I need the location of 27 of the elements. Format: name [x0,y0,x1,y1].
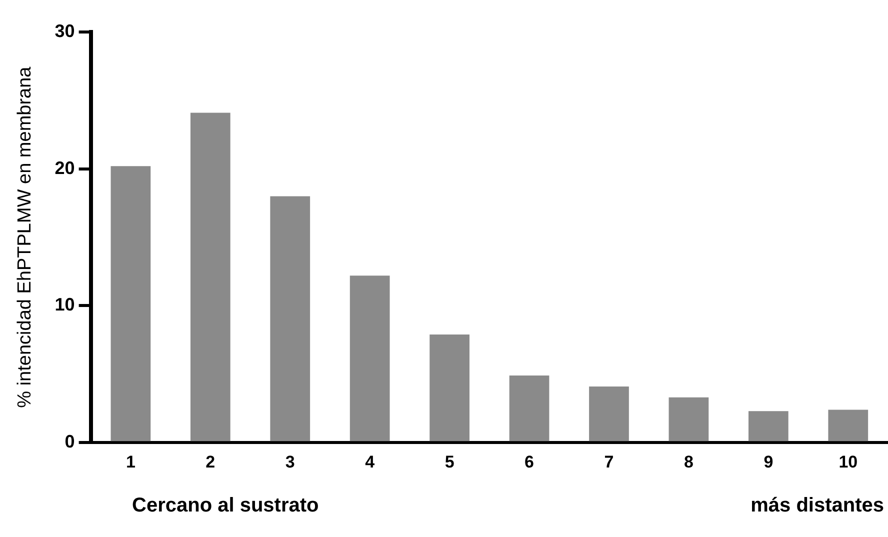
x-tick-label: 9 [764,452,774,472]
text: más distantes [750,494,884,517]
y-axis-title: % intencidad EhPTPLMW en membrana [14,66,36,408]
text: Cercano al sustrato [132,494,319,517]
bar [190,112,230,442]
bar [589,386,629,442]
x-tick-label: 1 [126,452,136,472]
y-tick-label: 30 [54,20,75,41]
x-tick-label: 10 [838,452,858,472]
x-tick-label: 3 [285,452,295,472]
bar [270,196,310,442]
bar [509,376,550,442]
bar [748,411,788,442]
x-tick-label: 5 [444,452,454,472]
bar [350,276,390,442]
bar [110,166,151,442]
x-tick-label: 8 [684,452,694,472]
y-tick-label: 0 [64,432,75,452]
x-tick-label: 2 [206,452,216,472]
x-tick-label: 6 [524,452,534,472]
bar [668,397,709,442]
bar [430,334,470,442]
bar [828,410,868,442]
y-tick-label: 20 [54,158,75,178]
x-tick-label: 4 [365,452,376,472]
y-tick-label: 10 [54,294,75,315]
x-tick-label: 7 [604,452,614,472]
